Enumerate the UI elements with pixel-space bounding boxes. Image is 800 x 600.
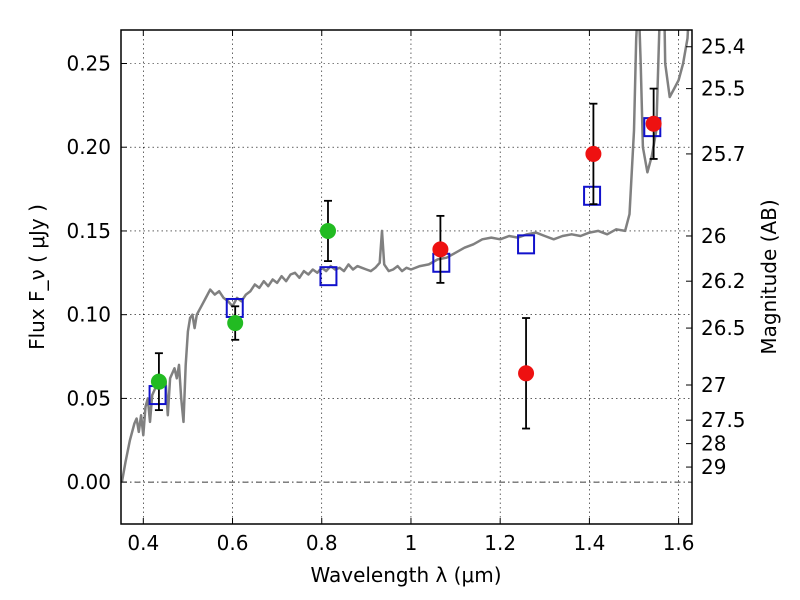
x-tick-label: 0.4 <box>127 531 159 555</box>
x-axis-label: Wavelength λ (μm) <box>310 563 501 587</box>
y-tick-label: 0.05 <box>66 386 111 410</box>
plot-background <box>121 30 692 524</box>
x-tick-label: 0.8 <box>306 531 338 555</box>
model-square-marker <box>517 234 536 255</box>
x-tick-label: 1 <box>405 531 418 555</box>
y2-tick-label: 29 <box>701 455 726 479</box>
plot-frame <box>120 29 693 525</box>
spectrum-layer <box>121 30 690 483</box>
photometry-point <box>150 373 167 390</box>
y2-axis-label: Magnitude (AB) <box>757 199 781 354</box>
photometry-point <box>645 115 662 132</box>
x-tick-label: 1.2 <box>484 531 516 555</box>
y2-tick-label: 26.2 <box>701 269 746 293</box>
y-axis-label: Flux F_ν ( μJy ) <box>25 204 49 350</box>
model-square-marker <box>319 266 338 287</box>
y2-tick-label: 28 <box>701 432 726 456</box>
photometry-point <box>319 222 336 239</box>
y2-tick-label: 27.5 <box>701 408 746 432</box>
y-tick-label: 0.10 <box>66 303 111 327</box>
spectrum-line <box>121 30 690 483</box>
x-tick-label: 0.6 <box>217 531 249 555</box>
y-tick-label: 0.00 <box>66 470 111 494</box>
y-tick-label: 0.20 <box>66 135 111 159</box>
photometry-point <box>432 241 449 258</box>
y2-tick-label: 25.7 <box>701 142 746 166</box>
ticks-layer <box>121 30 692 524</box>
markers-layer <box>148 87 662 430</box>
tick-labels-layer: 0.4 0.6 0.8 1 1.2 1.4 1.6 0.00 0.05 0.10 0.15 0.20 0… <box>66 35 745 555</box>
y2-tick-label: 26.5 <box>701 316 746 340</box>
y-tick-label: 0.15 <box>66 219 111 243</box>
photometry-point <box>227 315 244 332</box>
photometry-point <box>518 365 535 382</box>
grid <box>121 30 692 524</box>
y-tick-label: 0.25 <box>66 51 111 75</box>
x-tick-label: 1.4 <box>573 531 605 555</box>
x-tick-label: 1.6 <box>663 531 695 555</box>
y2-tick-label: 27 <box>701 373 726 397</box>
y2-tick-label: 25.4 <box>701 35 746 59</box>
y2-tick-label: 25.5 <box>701 77 746 101</box>
photometry-point <box>585 145 602 162</box>
y2-tick-label: 26 <box>701 224 726 248</box>
